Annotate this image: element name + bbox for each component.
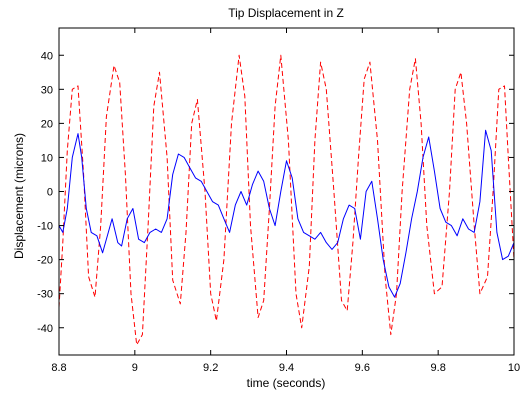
- axes-box: [58, 27, 515, 356]
- y-tick-label: 30: [41, 84, 53, 96]
- y-tick-label: -10: [37, 221, 53, 233]
- x-tick-label: 8.8: [51, 362, 66, 374]
- y-tick-label: -30: [37, 289, 53, 301]
- x-tick-label: 9: [132, 362, 138, 374]
- y-tick-label: 10: [41, 152, 53, 164]
- chart-title: Tip Displacement in Z: [228, 6, 344, 20]
- x-tick-label: 9.8: [431, 362, 446, 374]
- axis-ticks: 8.8 9 9.2 9.4 9.6 9.8 10 -40 -30 -20 -10 0 10 20 30 40: [37, 28, 520, 374]
- x-axis-label: time (seconds): [247, 376, 326, 390]
- y-axis-label: Displacement (microns): [12, 133, 26, 259]
- x-tick-label: 9.6: [355, 362, 370, 374]
- x-tick-label: 9.2: [203, 362, 218, 374]
- plot-area: [59, 54, 514, 346]
- y-tick-label: 20: [41, 118, 53, 130]
- y-tick-label: -20: [37, 255, 53, 267]
- series-line-dashed-1: [59, 54, 514, 346]
- x-tick-label: 9.4: [279, 362, 294, 374]
- y-tick-label: 40: [41, 50, 53, 62]
- x-tick-label: 10: [508, 362, 520, 374]
- series-line-solid-2: [59, 129, 514, 298]
- y-tick-label: -40: [37, 323, 53, 335]
- y-tick-label: 0: [47, 187, 53, 199]
